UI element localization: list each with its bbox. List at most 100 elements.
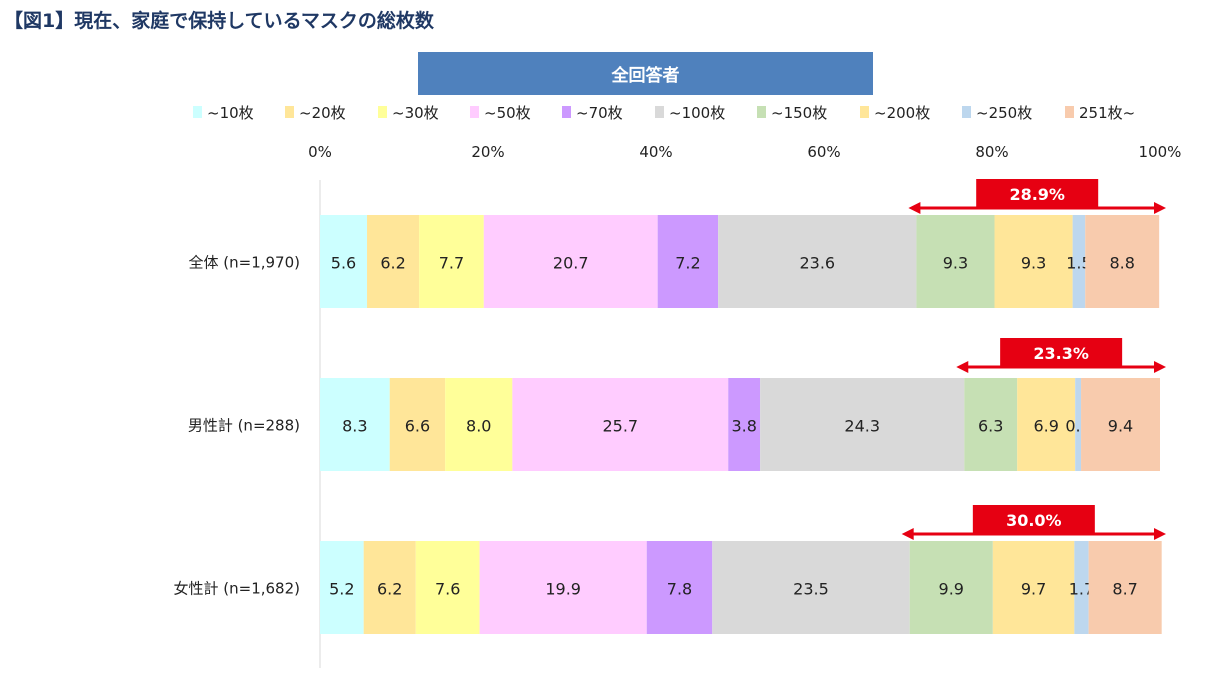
bar-segment: [712, 541, 910, 634]
bar-segment: [1017, 378, 1076, 471]
arrowhead-left-icon: [956, 361, 969, 373]
legend-swatch: [655, 106, 664, 118]
data-label: 1.7: [1069, 580, 1094, 599]
bar-segment: [367, 215, 420, 308]
data-label: 6.2: [380, 254, 405, 273]
annotation-label: 28.9%: [1009, 185, 1065, 204]
data-label: 6.3: [978, 417, 1003, 436]
bar-segment: [320, 541, 364, 634]
data-label: 5.2: [329, 580, 354, 599]
legend-label: ~150枚: [771, 104, 827, 122]
arrowhead-right-icon: [1154, 528, 1166, 540]
annotation-label: 30.0%: [1006, 511, 1062, 530]
legend-swatch: [285, 106, 294, 118]
data-label: 7.2: [675, 254, 700, 273]
bar-segment: [992, 541, 1075, 634]
x-tick-label: 40%: [639, 143, 672, 161]
arrowhead-right-icon: [1154, 361, 1166, 373]
bar-segment: [389, 378, 446, 471]
annotation-box: [976, 179, 1099, 208]
bar-segment: [909, 541, 993, 634]
data-label: 24.3: [844, 417, 880, 436]
arrowhead-right-icon: [1154, 202, 1166, 214]
bar-segment: [657, 215, 719, 308]
legend-swatch: [860, 106, 869, 118]
bar-segment: [320, 378, 390, 471]
data-label: 19.9: [545, 580, 581, 599]
data-label: 8.0: [466, 417, 491, 436]
data-label: 8.8: [1109, 254, 1134, 273]
data-label: 9.3: [1021, 254, 1046, 273]
category-label: 男性計 (n=288): [188, 417, 300, 435]
data-label: 7.7: [439, 254, 464, 273]
data-label: 6.2: [377, 580, 402, 599]
bar-segment: [479, 541, 647, 634]
chart-title: 【図1】現在、家庭で保持しているマスクの総枚数: [4, 10, 434, 32]
bar-segment: [646, 541, 713, 634]
annotation-box: [1000, 338, 1123, 367]
data-label: 9.4: [1108, 417, 1133, 436]
bar-segment: [916, 215, 995, 308]
data-label: 23.5: [793, 580, 829, 599]
legend-label: ~100枚: [669, 104, 725, 122]
annotation-box: [972, 505, 1095, 534]
bar-segment: [994, 215, 1073, 308]
bar-segment: [1074, 541, 1089, 634]
legend-label: ~200枚: [874, 104, 930, 122]
legend-label: ~30枚: [392, 104, 439, 122]
bar-segment: [760, 378, 965, 471]
data-label: 23.6: [799, 254, 835, 273]
bar-segment: [1075, 378, 1082, 471]
bar-segment: [1081, 378, 1160, 471]
legend-label: ~20枚: [299, 104, 346, 122]
legend-swatch: [378, 106, 387, 118]
data-label: 7.8: [667, 580, 692, 599]
legend-swatch: [962, 106, 971, 118]
legend-label: ~10枚: [207, 104, 254, 122]
annotation-label: 23.3%: [1033, 344, 1089, 363]
x-tick-label: 0%: [308, 143, 332, 161]
data-label: 20.7: [553, 254, 589, 273]
legend-swatch: [757, 106, 766, 118]
bar-segment: [415, 541, 480, 634]
x-tick-label: 20%: [471, 143, 504, 161]
bar-segment: [718, 215, 917, 308]
data-label: 8.7: [1112, 580, 1137, 599]
bar-segment: [1085, 215, 1160, 308]
bar-segment: [445, 378, 513, 471]
chart-header: 全回答者: [418, 52, 873, 95]
legend-swatch: [193, 106, 202, 118]
legend-swatch: [562, 106, 571, 118]
data-label: 6.6: [405, 417, 430, 436]
bar-segment: [964, 378, 1018, 471]
legend-label: ~250枚: [976, 104, 1032, 122]
legend-label: ~50枚: [484, 104, 531, 122]
data-label: 9.9: [939, 580, 964, 599]
data-label: 3.8: [731, 417, 756, 436]
legend-swatch: [470, 106, 479, 118]
category-label: 女性計 (n=1,682): [174, 580, 301, 598]
category-label: 全体 (n=1,970): [189, 254, 301, 272]
legend-swatch: [1065, 106, 1074, 118]
bar-segment: [1072, 215, 1086, 308]
x-tick-label: 60%: [807, 143, 840, 161]
data-label: 5.6: [331, 254, 356, 273]
bar-segment: [483, 215, 658, 308]
legend-label: 251枚~: [1079, 104, 1135, 122]
arrowhead-left-icon: [908, 202, 921, 214]
bar-segment: [363, 541, 416, 634]
data-label: 8.3: [342, 417, 367, 436]
data-label: 9.7: [1021, 580, 1046, 599]
data-label: 9.3: [943, 254, 968, 273]
bar-segment: [1088, 541, 1162, 634]
x-tick-label: 80%: [975, 143, 1008, 161]
data-label: 25.7: [602, 417, 638, 436]
bar-segment: [512, 378, 729, 471]
legend-label: ~70枚: [576, 104, 623, 122]
x-tick-label: 100%: [1139, 143, 1182, 161]
data-label: 6.9: [1033, 417, 1058, 436]
data-label: 7.6: [435, 580, 460, 599]
bar-segment: [419, 215, 484, 308]
arrowhead-left-icon: [901, 528, 914, 540]
